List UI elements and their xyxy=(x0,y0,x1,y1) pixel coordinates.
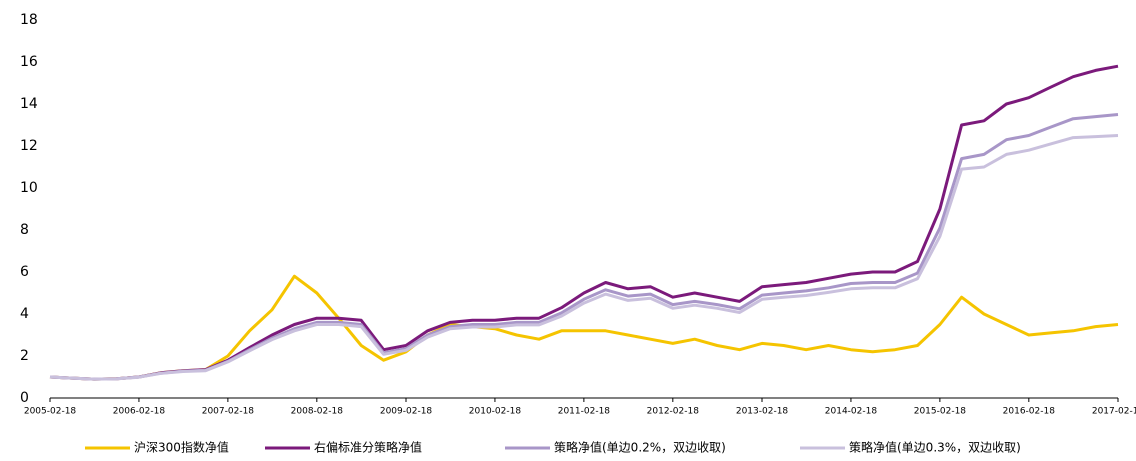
x-tick-label: 2007-02-18 xyxy=(202,407,255,417)
legend-label: 右偏标准分策略净值 xyxy=(314,440,422,455)
x-tick-label: 2009-02-18 xyxy=(380,407,433,417)
y-tick-label: 12 xyxy=(20,138,38,154)
y-tick-label: 6 xyxy=(20,264,29,280)
y-tick-label: 16 xyxy=(20,54,38,70)
y-tick-label: 8 xyxy=(20,222,29,238)
x-tick-label: 2005-02-18 xyxy=(24,407,77,417)
x-tick-label: 2013-02-18 xyxy=(736,407,789,417)
x-tick-label: 2017-02-18 xyxy=(1092,407,1136,417)
legend-label: 沪深300指数净值 xyxy=(134,440,229,455)
x-tick-label: 2016-02-18 xyxy=(1003,407,1056,417)
x-tick-label: 2006-02-18 xyxy=(113,407,166,417)
series-line xyxy=(49,134,1119,381)
series-line xyxy=(49,113,1119,381)
legend-label: 策略净值(单边0.2%，双边收取) xyxy=(554,440,726,455)
y-tick-label: 0 xyxy=(20,390,29,406)
y-tick-label: 4 xyxy=(20,306,29,322)
x-tick-label: 2010-02-18 xyxy=(469,407,522,417)
y-tick-label: 14 xyxy=(20,96,38,112)
legend-label: 策略净值(单边0.3%，双边收取) xyxy=(849,440,1021,455)
y-tick-label: 18 xyxy=(20,12,38,28)
x-tick-label: 2014-02-18 xyxy=(825,407,878,417)
x-tick-label: 2015-02-18 xyxy=(914,407,967,417)
y-tick-label: 10 xyxy=(20,180,38,196)
series-line xyxy=(49,274,1119,381)
x-tick-label: 2008-02-18 xyxy=(291,407,344,417)
x-tick-label: 2011-02-18 xyxy=(558,407,611,417)
x-tick-label: 2012-02-18 xyxy=(647,407,700,417)
y-tick-label: 2 xyxy=(20,348,29,364)
